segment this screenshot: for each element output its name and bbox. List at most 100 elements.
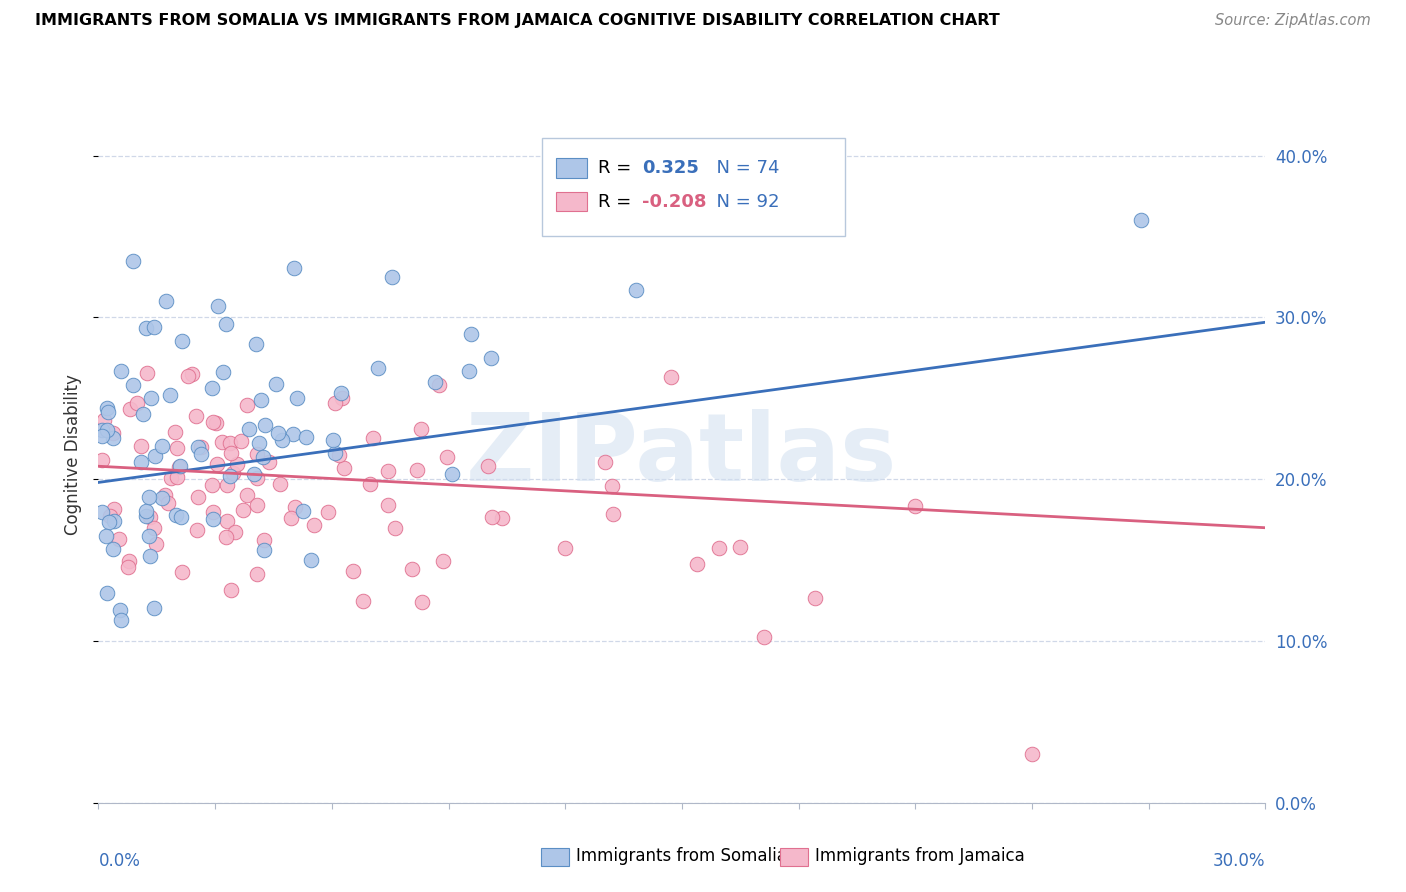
- Point: [285, 391, 308, 405]
- Text: Immigrants from Somalia: Immigrants from Somalia: [576, 847, 787, 865]
- Point: [91, 423, 114, 437]
- Point: [135, 321, 157, 335]
- Point: [804, 591, 827, 606]
- Point: [659, 370, 682, 384]
- Point: [406, 463, 429, 477]
- Text: 0.0%: 0.0%: [98, 852, 141, 870]
- Point: [101, 425, 124, 440]
- Point: [139, 549, 162, 563]
- Point: [139, 391, 162, 405]
- Point: [108, 532, 131, 546]
- Point: [235, 398, 257, 412]
- Point: [281, 427, 304, 442]
- Point: [103, 514, 125, 528]
- Point: [728, 540, 751, 554]
- Point: [238, 422, 260, 436]
- Text: 0.325: 0.325: [641, 159, 699, 177]
- Point: [381, 269, 404, 284]
- Point: [177, 368, 200, 383]
- Point: [299, 553, 322, 567]
- Point: [117, 560, 139, 574]
- Point: [329, 385, 352, 400]
- Point: [252, 450, 274, 464]
- Point: [602, 507, 624, 521]
- Point: [139, 509, 162, 524]
- Point: [481, 510, 503, 524]
- Point: [302, 517, 325, 532]
- Point: [187, 490, 209, 504]
- Point: [593, 455, 616, 469]
- Point: [323, 445, 346, 459]
- Point: [150, 491, 173, 506]
- Point: [166, 441, 188, 455]
- Point: [103, 502, 125, 516]
- Point: [215, 317, 238, 331]
- Text: 30.0%: 30.0%: [1213, 852, 1265, 870]
- Point: [384, 521, 406, 535]
- Point: [155, 293, 177, 308]
- Point: [436, 450, 458, 464]
- Point: [96, 401, 118, 416]
- Point: [226, 457, 249, 471]
- Point: [201, 381, 224, 395]
- Point: [232, 503, 254, 517]
- Point: [363, 431, 385, 445]
- Point: [458, 364, 481, 378]
- Point: [280, 511, 302, 525]
- Point: [253, 533, 276, 547]
- Point: [270, 433, 292, 447]
- Point: [219, 446, 242, 460]
- Point: [246, 447, 269, 461]
- Point: [409, 421, 432, 435]
- Point: [211, 434, 233, 449]
- Point: [136, 366, 159, 380]
- Point: [316, 505, 339, 519]
- Point: [98, 516, 121, 530]
- Point: [132, 408, 155, 422]
- Point: [207, 299, 229, 313]
- Point: [118, 554, 141, 568]
- Point: [118, 401, 141, 416]
- Point: [110, 613, 132, 627]
- Point: [101, 542, 124, 557]
- Point: [242, 467, 264, 482]
- Point: [229, 434, 252, 448]
- Point: [1129, 213, 1152, 227]
- Point: [96, 423, 118, 437]
- Point: [94, 529, 117, 543]
- Point: [491, 510, 513, 524]
- Text: N = 92: N = 92: [704, 193, 779, 211]
- Point: [328, 448, 350, 462]
- Point: [108, 603, 131, 617]
- Point: [186, 524, 208, 538]
- Point: [101, 431, 124, 445]
- Point: [479, 351, 502, 365]
- Point: [91, 428, 114, 442]
- Point: [143, 521, 166, 535]
- Text: ZIPatlas: ZIPatlas: [467, 409, 897, 501]
- Point: [247, 436, 270, 450]
- Point: [224, 524, 246, 539]
- Point: [264, 376, 287, 391]
- Point: [207, 457, 229, 471]
- Text: IMMIGRANTS FROM SOMALIA VS IMMIGRANTS FROM JAMAICA COGNITIVE DISABILITY CORRELAT: IMMIGRANTS FROM SOMALIA VS IMMIGRANTS FR…: [35, 13, 1000, 29]
- Point: [91, 453, 114, 467]
- Point: [624, 283, 647, 297]
- Text: Immigrants from Jamaica: Immigrants from Jamaica: [815, 847, 1025, 865]
- Point: [291, 504, 314, 518]
- Point: [257, 455, 280, 469]
- Point: [246, 471, 269, 485]
- Point: [165, 508, 187, 523]
- Point: [427, 377, 450, 392]
- Point: [167, 460, 190, 475]
- Point: [904, 499, 927, 513]
- Point: [155, 488, 177, 502]
- Point: [245, 566, 267, 581]
- Point: [91, 506, 114, 520]
- Point: [323, 396, 346, 410]
- Point: [160, 471, 183, 485]
- Point: [217, 478, 239, 492]
- Point: [322, 433, 344, 447]
- Point: [401, 562, 423, 576]
- Point: [145, 537, 167, 551]
